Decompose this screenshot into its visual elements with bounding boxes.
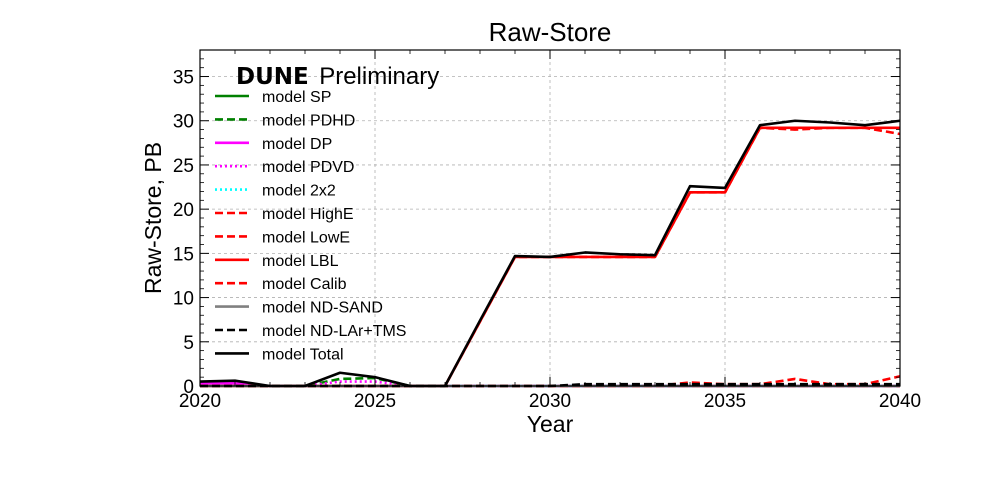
grid [199,50,901,387]
x-tick-label: 2040 [879,391,921,412]
legend-label-model-dp: model DP [262,136,332,153]
x-tick-label: 2035 [704,391,746,412]
legend-label-model-nd-sand: model ND-SAND [262,300,383,317]
legend-label-model-total: model Total [262,346,344,363]
legend-label-model-sp: model SP [262,89,331,106]
x-tick-label: 2030 [529,391,571,412]
y-axis-title: Raw-Store, PB [140,142,166,294]
legend-label-model-pdvd: model PDVD [262,159,354,176]
dune-logo-text: DUNE [236,64,309,90]
ticks [199,49,901,387]
preliminary-label: Preliminary [319,63,439,90]
legend-label-model-lowe: model LowE [262,229,350,246]
x-tick-label: 2025 [354,391,396,412]
series-line-model-total [199,119,901,388]
legend-label-model-2x2: model 2x2 [262,183,336,200]
chart-title: Raw-Store [489,17,612,47]
y-tick-label: 35 [173,68,194,89]
dune-annotation: DUNE Preliminary [236,63,439,90]
y-tick-label: 10 [173,289,194,310]
legend-label-model-pdhd: model PDHD [262,112,355,129]
legend-label-model-lbl: model LBL [262,253,339,270]
x-tick-label: 2020 [179,391,221,412]
legend-label-model-highe: model HighE [262,206,354,223]
legend: model SP model PDHD model DP model PDVD mode… [215,89,406,363]
y-tick-label: 25 [173,156,194,177]
y-tick-label: 30 [173,112,194,133]
y-tick-label: 5 [183,333,194,354]
legend-label-model-nd-lar-tms: model ND-LAr+TMS [262,323,406,340]
y-tick-label: 15 [173,244,194,265]
y-tick-label: 0 [183,377,194,398]
x-axis-title: Year [527,411,574,437]
legend-label-model-calib: model Calib [262,276,347,293]
y-tick-label: 20 [173,200,194,221]
